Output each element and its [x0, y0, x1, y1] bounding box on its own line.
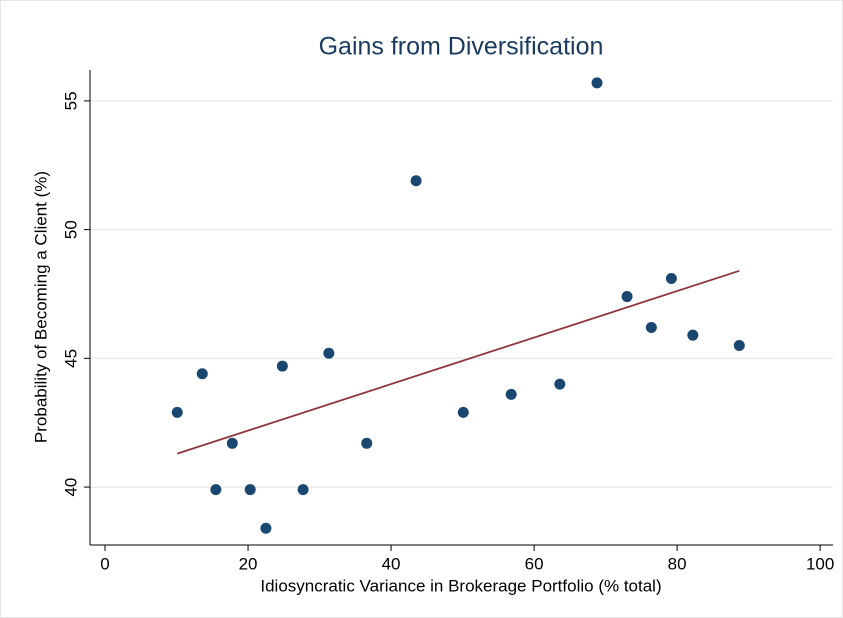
y-tick-label: 40	[61, 478, 80, 497]
point	[554, 378, 566, 390]
x-tick-label: 0	[100, 554, 109, 573]
point	[260, 522, 272, 534]
chart-title: Gains from Diversification	[319, 33, 604, 61]
point	[410, 175, 422, 187]
point	[505, 388, 517, 400]
x-tick-label: 100	[806, 554, 834, 573]
point	[361, 437, 373, 449]
x-tick-label: 80	[668, 554, 687, 573]
y-tick-label: 55	[61, 91, 80, 110]
x-tick-label: 40	[382, 554, 401, 573]
point	[733, 339, 745, 351]
x-tick-label: 60	[525, 554, 544, 573]
point	[244, 484, 256, 496]
y-tick-label: 50	[61, 220, 80, 239]
point	[276, 360, 288, 372]
point	[665, 273, 677, 285]
point	[323, 347, 335, 359]
point	[591, 77, 603, 89]
x-tick-label: 20	[239, 554, 258, 573]
y-axis-label: Probability of Becoming a Client (%)	[31, 171, 50, 443]
y-tick-label: 45	[61, 349, 80, 368]
point	[621, 291, 633, 303]
point	[196, 368, 208, 380]
point	[210, 484, 222, 496]
point	[226, 437, 238, 449]
point	[171, 406, 183, 418]
point	[645, 321, 657, 333]
point	[297, 484, 309, 496]
fit-line	[176, 269, 740, 455]
x-axis-label: Idiosyncratic Variance in Brokerage Port…	[260, 576, 661, 595]
point	[457, 406, 469, 418]
point	[687, 329, 699, 341]
